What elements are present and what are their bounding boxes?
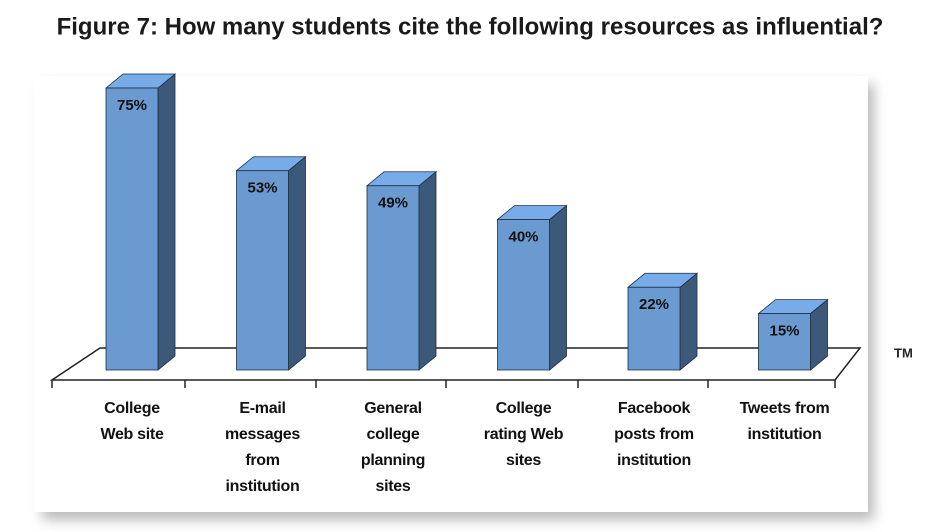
bar-side bbox=[418, 170, 437, 371]
chart-title: Figure 7: How many students cite the fol… bbox=[57, 13, 884, 40]
x-tick-label: College Web site bbox=[100, 400, 164, 443]
bar bbox=[236, 170, 289, 371]
x-tick-label: Facebook posts from institution bbox=[614, 400, 694, 469]
bar bbox=[758, 313, 811, 371]
bar bbox=[366, 185, 420, 371]
x-tick-label: General college planning sites bbox=[360, 400, 426, 495]
x-tick-label: College rating Web sites bbox=[483, 400, 564, 469]
x-tick-label: Tweets from institution bbox=[739, 400, 830, 443]
bar bbox=[497, 219, 550, 371]
bar bbox=[627, 286, 681, 371]
trademark: TM bbox=[894, 345, 913, 360]
x-tick-label: E-mail messages from institution bbox=[225, 400, 300, 495]
bar-side bbox=[549, 204, 567, 371]
bar-side bbox=[288, 155, 306, 371]
value-label: 49% bbox=[378, 195, 408, 212]
floor-ticks bbox=[51, 380, 836, 388]
value-label: 40% bbox=[508, 229, 538, 246]
value-label: 22% bbox=[639, 296, 669, 313]
value-label: 53% bbox=[247, 180, 277, 197]
bar bbox=[105, 87, 159, 371]
bar-side bbox=[157, 73, 176, 371]
bar-side bbox=[679, 272, 698, 371]
value-label: 75% bbox=[117, 97, 147, 114]
value-label: 15% bbox=[769, 323, 799, 340]
